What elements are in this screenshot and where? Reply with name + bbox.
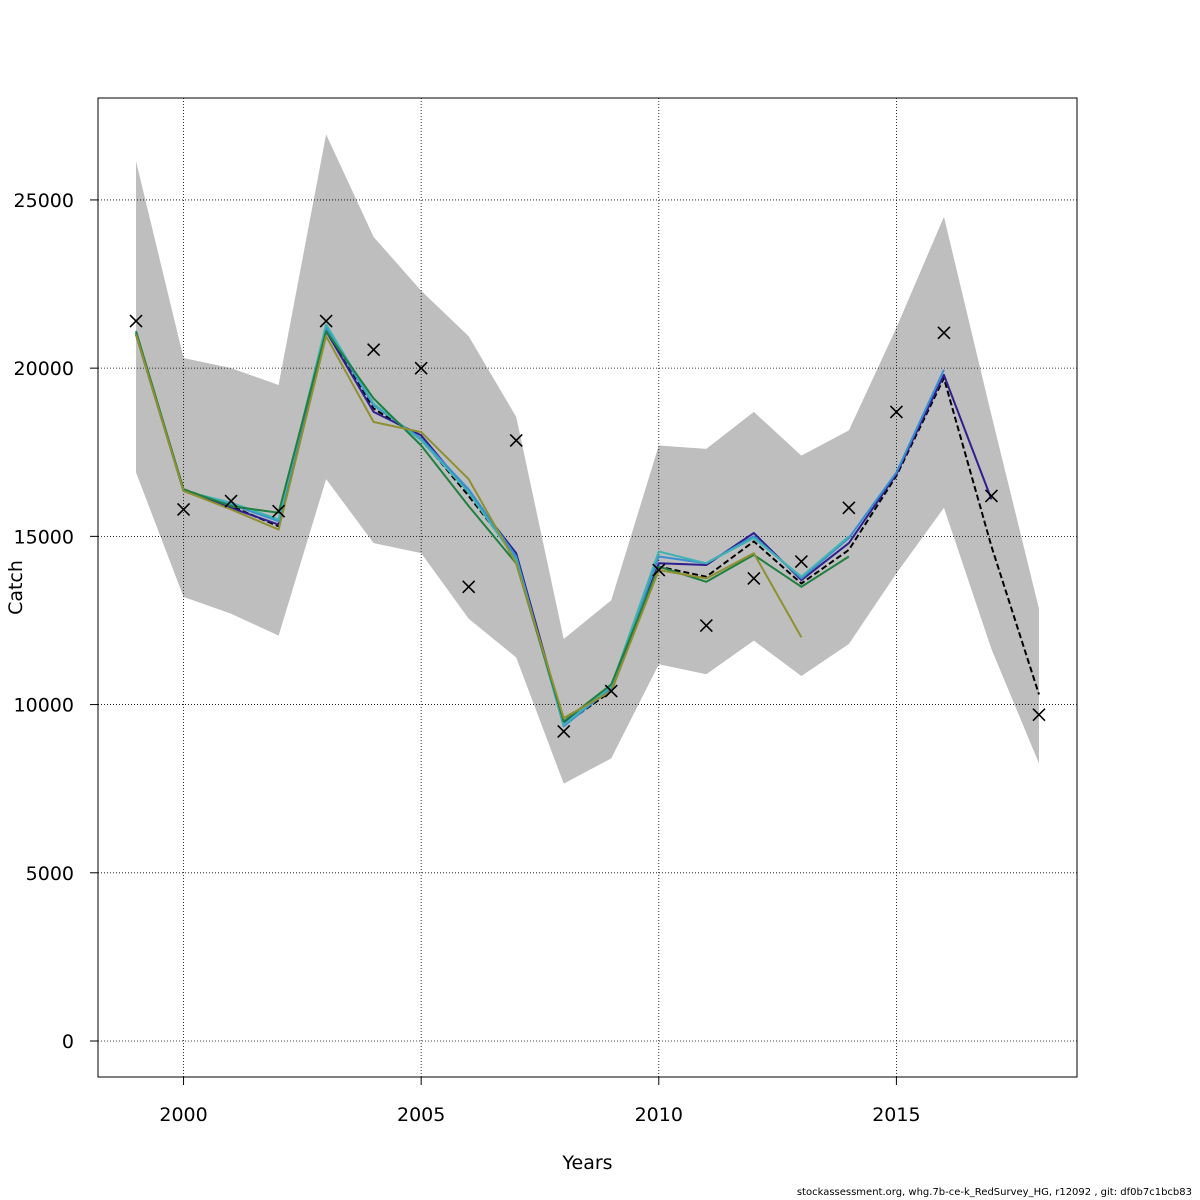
tick-layer: 2000 2005 2010 2015 0 5000 10000 15000 20000 2500… — [14, 190, 921, 1126]
observation-point — [462, 580, 476, 594]
observation-point — [889, 405, 903, 419]
observation-point — [747, 571, 761, 585]
y-tick-label: 10000 — [14, 695, 74, 717]
observation-point — [557, 724, 571, 739]
observation-point — [1032, 708, 1046, 722]
y-tick-label: 20000 — [14, 358, 74, 380]
series-line-5 — [135, 334, 803, 719]
x-tick-label: 2005 — [397, 1104, 445, 1126]
y-tick-label: 25000 — [14, 190, 74, 212]
series-layer — [135, 323, 1040, 728]
observation-point — [984, 489, 999, 503]
footer-caption: stockassessment.org, whg.7b-ce-k_RedSurv… — [796, 1187, 1192, 1198]
observation-point — [129, 314, 143, 328]
y-tick-label: 5000 — [26, 863, 74, 885]
x-tick-label: 2015 — [872, 1104, 920, 1126]
observation-point — [699, 618, 713, 633]
observations-layer — [129, 314, 1046, 739]
observation-point — [604, 684, 618, 698]
observation-point — [367, 343, 381, 357]
x-tick-label: 2010 — [635, 1104, 683, 1126]
observation-point — [272, 504, 286, 518]
y-axis-label: Catch — [5, 560, 27, 615]
x-tick-label: 2000 — [159, 1104, 207, 1126]
observation-point — [937, 326, 951, 340]
plot-frame — [97, 97, 1078, 1078]
series-line-4 — [135, 330, 850, 723]
y-tick-label: 0 — [62, 1031, 74, 1053]
y-tick-label: 15000 — [14, 526, 74, 548]
observation-point — [224, 494, 238, 508]
observation-point — [176, 502, 191, 517]
series-line-3 — [135, 323, 850, 726]
x-axis-label: Years — [561, 1152, 612, 1174]
confidence-band-layer — [136, 134, 1039, 784]
observation-point — [652, 563, 666, 577]
observation-point — [509, 433, 523, 448]
observation-point — [842, 501, 856, 515]
confidence-band — [136, 134, 1039, 784]
observation-point — [794, 555, 808, 569]
observation-point — [414, 361, 428, 375]
observation-point — [319, 314, 333, 328]
